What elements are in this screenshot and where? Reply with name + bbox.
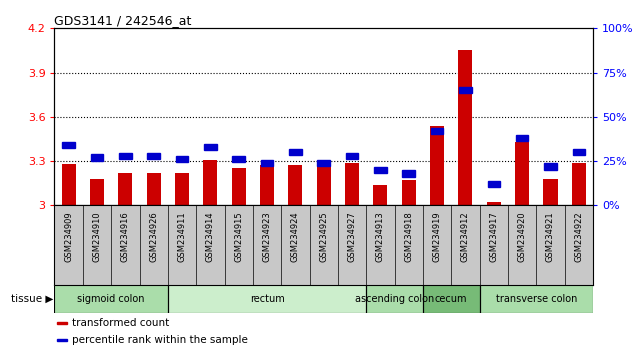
Bar [402,180,416,205]
Bar [176,156,188,162]
Text: GSM234910: GSM234910 [92,212,101,262]
Bar [403,170,415,177]
Text: GSM234914: GSM234914 [206,212,215,262]
Bar [231,169,246,205]
Bar [544,163,556,170]
Bar [168,285,366,313]
Text: GSM234911: GSM234911 [178,212,187,262]
Text: GSM234919: GSM234919 [433,212,442,262]
Bar [288,166,303,205]
Bar [431,128,444,134]
Text: GSM234909: GSM234909 [64,212,73,262]
Text: transformed count: transformed count [72,319,169,329]
Bar [423,285,479,313]
Text: GSM234924: GSM234924 [291,212,300,262]
Bar [345,153,358,159]
Bar [54,285,168,313]
Bar [119,153,131,159]
Text: GSM234921: GSM234921 [546,212,555,262]
Bar [479,285,593,313]
Text: cecum: cecum [435,294,467,304]
Bar [147,173,161,205]
Bar [91,154,103,161]
Bar [488,181,500,187]
Bar [515,142,529,205]
Bar [54,285,168,313]
Text: GSM234925: GSM234925 [319,212,328,262]
Bar [487,202,501,205]
Bar [118,173,133,205]
Bar [423,285,479,313]
Bar [479,285,593,313]
Bar [430,126,444,205]
Bar [90,179,104,205]
Text: rectum: rectum [249,294,285,304]
Bar [233,156,245,162]
Text: GSM234917: GSM234917 [489,212,498,262]
Bar [317,162,331,205]
Text: GSM234915: GSM234915 [234,212,243,262]
Bar [260,166,274,205]
Bar [458,51,472,205]
Bar [345,162,359,205]
Bar [175,173,189,205]
Bar [62,142,75,148]
Text: percentile rank within the sample: percentile rank within the sample [72,335,248,345]
Bar [57,322,67,325]
Bar [572,162,586,205]
Text: GSM234923: GSM234923 [263,212,272,262]
Bar [459,87,472,93]
Bar [366,285,423,313]
Text: GDS3141 / 242546_at: GDS3141 / 242546_at [54,14,192,27]
Text: GSM234912: GSM234912 [461,212,470,262]
Bar [147,153,160,159]
Text: ascending colon: ascending colon [355,294,434,304]
Text: GSM234927: GSM234927 [347,212,356,262]
Bar [366,285,423,313]
Text: GSM234918: GSM234918 [404,212,413,262]
Bar [572,149,585,155]
Bar [516,135,528,141]
Text: GSM234913: GSM234913 [376,212,385,262]
Text: GSM234926: GSM234926 [149,212,158,262]
Bar [57,339,67,341]
Text: sigmoid colon: sigmoid colon [78,294,145,304]
Bar [289,149,302,155]
Bar [203,160,217,205]
Bar [374,167,387,173]
Text: GSM234916: GSM234916 [121,212,130,262]
Bar [204,144,217,150]
Text: GSM234922: GSM234922 [574,212,583,262]
Text: tissue ▶: tissue ▶ [11,294,53,304]
Bar [544,179,558,205]
Bar [317,160,330,166]
Text: GSM234920: GSM234920 [517,212,526,262]
Bar [261,160,273,166]
Bar [373,185,387,205]
Bar [168,285,366,313]
Bar [62,164,76,205]
Text: transverse colon: transverse colon [495,294,577,304]
